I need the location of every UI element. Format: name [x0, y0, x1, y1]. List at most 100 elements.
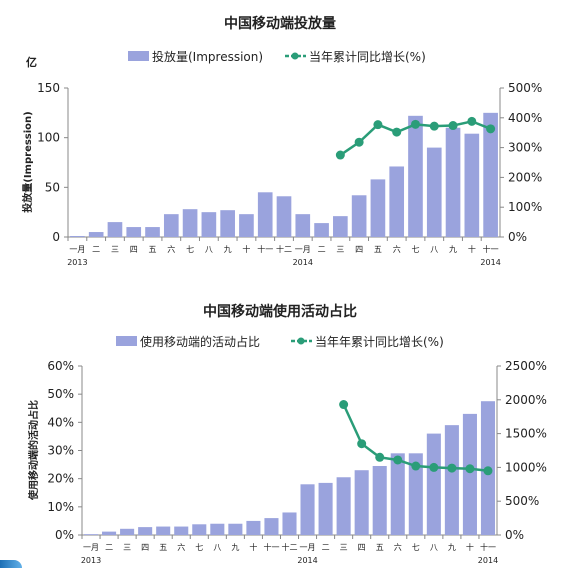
x-tick-label: 九 — [224, 245, 232, 254]
legend-swatch-bar — [116, 336, 137, 346]
unit-label: 亿 — [26, 55, 37, 69]
bar — [314, 223, 329, 237]
x-tick-label: 四 — [355, 245, 363, 254]
growth-marker — [339, 400, 349, 410]
legend-label-line: 当年累计同比增长(%) — [309, 50, 426, 64]
x-tick-label: 十一 — [263, 542, 279, 552]
bar — [390, 453, 405, 535]
y2-tick-label: 400% — [508, 111, 542, 125]
bar — [138, 527, 153, 535]
bar — [201, 212, 217, 237]
growth-marker — [335, 150, 345, 160]
bar — [182, 209, 198, 237]
bar — [246, 520, 261, 535]
y2-tick-label: 0% — [505, 528, 524, 542]
y-tick-label: 30% — [47, 444, 74, 458]
x-tick-label: 四 — [358, 543, 366, 552]
y-tick-label: 40% — [47, 415, 74, 429]
year-label: 2014 — [478, 556, 498, 565]
year-label: 2014 — [293, 258, 313, 267]
y2-tick-label: 1500% — [505, 427, 547, 441]
x-tick-label: 八 — [213, 543, 221, 552]
legend-label-line: 当年年累计同比增长(%) — [315, 335, 444, 349]
x-tick-label: 五 — [376, 543, 384, 552]
activity-share-chart: 中国移动端使用活动占比 使用移动端的活动占比 当年年累计同比增长(%) 使用移动… — [27, 303, 547, 565]
x-tick-label: 四 — [130, 245, 138, 254]
y-tick-label: 50% — [47, 387, 74, 401]
bar — [174, 526, 189, 535]
year-label: 2013 — [81, 556, 101, 565]
x-tick-label: 七 — [412, 543, 420, 552]
bar — [444, 425, 459, 535]
y2-tick-label: 500% — [505, 494, 539, 508]
x-tick-label: 六 — [394, 542, 402, 552]
y2-tick-label: 0% — [508, 230, 527, 244]
legend-label-bar: 使用移动端的活动占比 — [140, 334, 260, 349]
bar — [145, 227, 160, 237]
bar — [120, 528, 135, 535]
bar — [295, 214, 311, 237]
bar — [464, 133, 480, 237]
x-tick-label: 十一 — [257, 244, 273, 254]
bar — [257, 192, 273, 237]
x-tick-label: 十一 — [480, 542, 496, 552]
y2-tick-label: 500% — [508, 81, 542, 95]
bar — [156, 526, 171, 535]
y2-tick-label: 1000% — [505, 460, 547, 474]
legend: 投放量(Impression) 当年累计同比增长(%) — [128, 49, 426, 64]
x-tick-label: 十 — [242, 244, 250, 254]
y-tick-label: 0 — [52, 230, 60, 244]
bar — [192, 524, 207, 535]
x-tick-label: 六 — [177, 542, 185, 552]
y-axis-title: 投放量(Impression) — [21, 111, 34, 212]
x-tick-label: 二 — [92, 245, 100, 254]
x-tick-label: 十 — [466, 542, 474, 552]
growth-marker — [483, 466, 493, 476]
legend-swatch-marker — [297, 337, 305, 345]
x-tick-label: 九 — [449, 245, 457, 254]
bar — [351, 195, 367, 237]
year-label: 2013 — [67, 258, 87, 267]
x-tick-label: 三 — [123, 543, 131, 552]
x-tick-label: 六 — [167, 244, 175, 254]
corner-decoration — [0, 560, 22, 568]
x-tick-label: 八 — [205, 245, 213, 254]
bar — [389, 166, 405, 237]
bar — [300, 484, 315, 535]
chart-title: 中国移动端投放量 — [224, 15, 336, 32]
year-label: 2014 — [480, 258, 500, 267]
x-tick-label: 十二 — [276, 244, 292, 254]
x-tick-label: 一月 — [295, 245, 311, 254]
x-tick-label: 十一 — [483, 244, 499, 254]
legend-label-bar: 投放量(Impression) — [152, 49, 263, 64]
x-tick-label: 六 — [393, 244, 401, 254]
bar — [264, 518, 279, 535]
growth-marker — [429, 121, 439, 131]
x-tick-label: 一月 — [83, 543, 99, 552]
bar — [445, 127, 461, 237]
bar — [210, 523, 225, 535]
x-tick-label: 三 — [340, 543, 348, 552]
growth-marker — [393, 455, 403, 465]
x-tick-label: 八 — [430, 543, 438, 552]
bar — [282, 512, 297, 535]
growth-marker — [411, 461, 421, 471]
growth-marker — [373, 120, 383, 130]
bar — [370, 179, 386, 237]
x-tick-label: 五 — [149, 245, 157, 254]
x-tick-label: 九 — [231, 543, 239, 552]
legend-swatch-bar — [128, 51, 149, 61]
bar — [107, 222, 123, 237]
impression-chart: 中国移动端投放量 亿 投放量(Impression) 当年累计同比增长(%) 投… — [21, 15, 542, 267]
x-tick-label: 一月 — [300, 543, 316, 552]
growth-marker — [467, 116, 477, 126]
y-tick-label: 100 — [37, 131, 60, 145]
bar — [333, 216, 348, 237]
x-tick-label: 十 — [249, 542, 257, 552]
bar — [336, 477, 351, 535]
growth-marker — [465, 464, 475, 474]
bar — [426, 433, 441, 535]
y2-tick-label: 300% — [508, 141, 542, 155]
y-tick-label: 0% — [55, 528, 74, 542]
